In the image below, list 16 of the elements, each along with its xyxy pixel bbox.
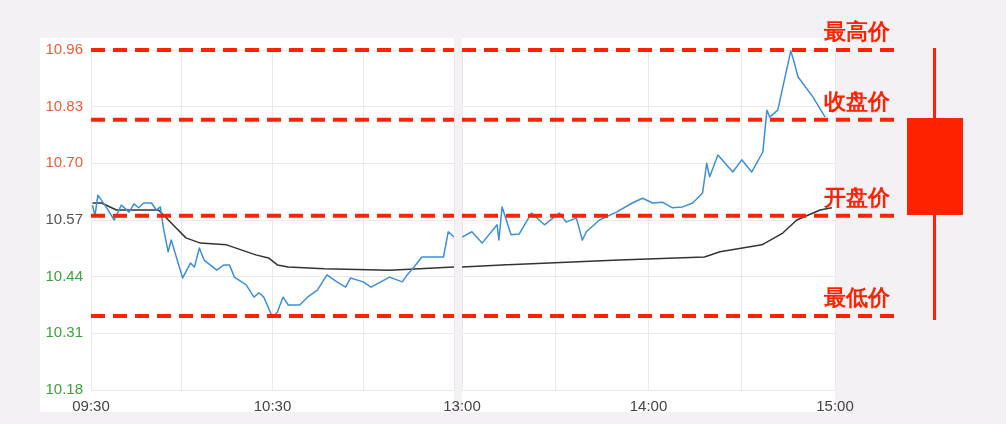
y-tick-label: 10.44 [45, 266, 83, 284]
y-tick-label: 10.57 [45, 210, 83, 228]
y-tick-label: 10.18 [45, 380, 83, 398]
y-tick-label: 10.83 [45, 96, 83, 114]
x-tick-label: 14:00 [629, 397, 668, 415]
x-tick-label: 15:00 [816, 397, 854, 415]
ref-line-label: 最高价 [823, 19, 891, 45]
ref-line-label: 开盘价 [823, 184, 891, 210]
y-tick-label: 10.96 [45, 40, 83, 58]
x-tick-label: 13:00 [443, 397, 481, 415]
x-tick-label: 10:30 [253, 397, 292, 415]
x-tick-label: 09:30 [72, 397, 110, 415]
y-tick-label: 10.31 [45, 323, 83, 341]
ref-line-label: 最低价 [823, 284, 891, 310]
ref-line-label: 收盘价 [824, 88, 891, 114]
y-tick-label: 10.70 [45, 153, 83, 171]
